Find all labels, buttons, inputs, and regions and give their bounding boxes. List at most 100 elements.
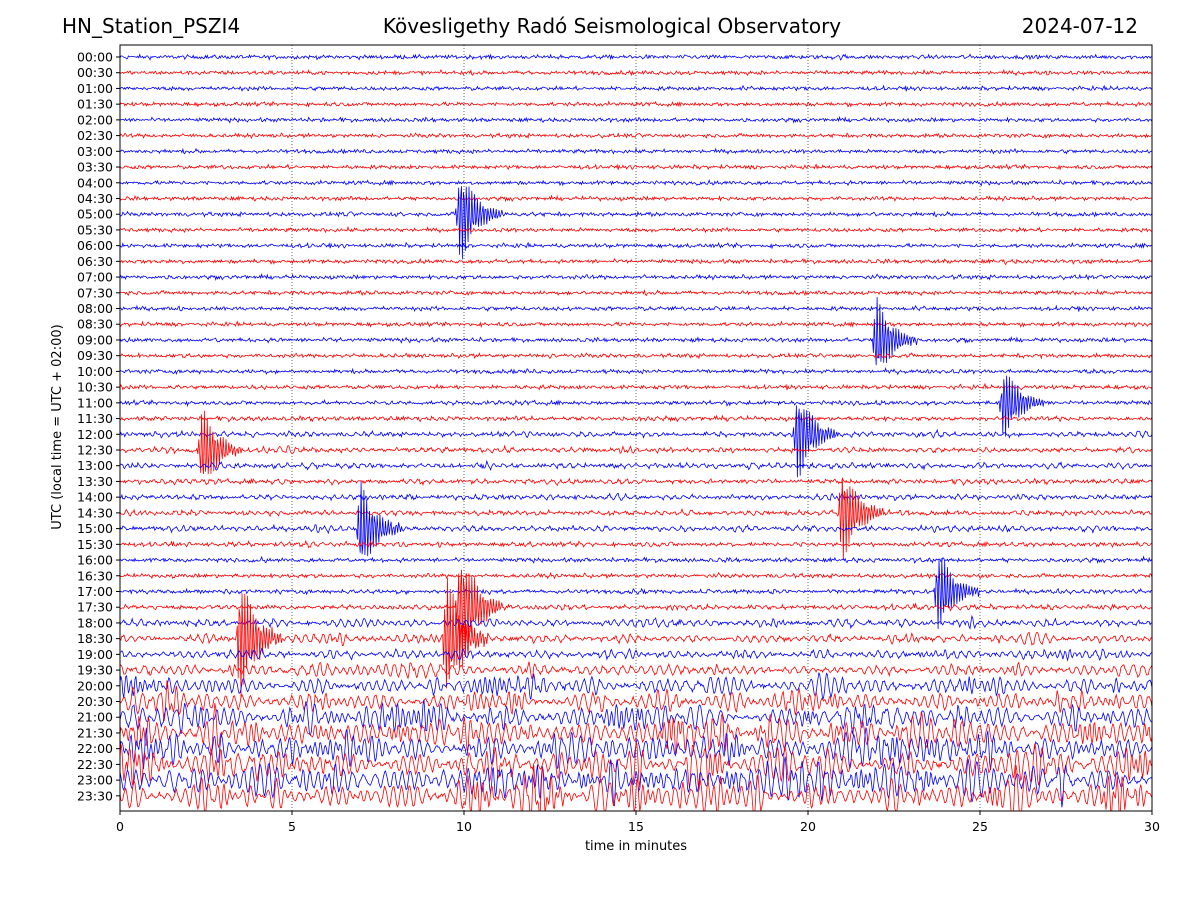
trace-2330 <box>120 764 1152 811</box>
ytick-label-1500: 15:00 <box>77 521 113 536</box>
trace-1630 <box>120 571 1152 580</box>
ytick-label-2100: 21:00 <box>77 710 113 725</box>
trace-0500 <box>120 186 1152 260</box>
trace-1000 <box>120 366 1152 376</box>
trace-0230 <box>120 132 1152 140</box>
ytick-label-0830: 08:30 <box>77 317 113 332</box>
xtick-label-15: 15 <box>628 819 644 834</box>
trace-0830 <box>120 320 1152 329</box>
ytick-label-2030: 20:30 <box>77 694 113 709</box>
xtick-label-30: 30 <box>1144 819 1160 834</box>
trace-0130 <box>120 100 1152 108</box>
ytick-label-1730: 17:30 <box>77 600 113 615</box>
trace-0930 <box>120 351 1152 360</box>
trace-1730 <box>120 569 1152 667</box>
trace-2100 <box>120 699 1152 736</box>
trace-0100 <box>120 84 1152 92</box>
trace-2130 <box>120 703 1152 755</box>
trace-0330 <box>120 163 1152 171</box>
ytick-label-1330: 13:30 <box>77 474 113 489</box>
trace-0530 <box>120 225 1152 234</box>
ytick-label-0430: 04:30 <box>77 191 113 206</box>
ytick-label-2330: 23:30 <box>77 788 113 803</box>
ytick-label-0200: 02:00 <box>77 112 113 127</box>
ytick-label-1700: 17:00 <box>77 584 113 599</box>
ytick-label-1430: 14:30 <box>77 505 113 520</box>
trace-0700 <box>120 272 1152 281</box>
x-axis-label: time in minutes <box>585 839 687 854</box>
ytick-label-1400: 14:00 <box>77 490 113 505</box>
ytick-label-1100: 11:00 <box>77 395 113 410</box>
ytick-label-0630: 06:30 <box>77 254 113 269</box>
ytick-label-0530: 05:30 <box>77 222 113 237</box>
ytick-label-0330: 03:30 <box>77 160 113 175</box>
ytick-label-1630: 16:30 <box>77 568 113 583</box>
ytick-label-0500: 05:00 <box>77 207 113 222</box>
trace-1900 <box>120 647 1152 662</box>
trace-0430 <box>120 194 1152 203</box>
xtick-label-10: 10 <box>456 819 472 834</box>
ytick-label-1530: 15:30 <box>77 537 113 552</box>
trace-1430 <box>120 477 1152 561</box>
ytick-label-0400: 04:00 <box>77 175 113 190</box>
trace-0300 <box>120 147 1152 155</box>
ytick-label-1000: 10:00 <box>77 364 113 379</box>
trace-1130 <box>120 414 1152 423</box>
trace-0800 <box>120 304 1152 313</box>
ytick-label-1800: 18:00 <box>77 615 113 630</box>
trace-0200 <box>120 115 1152 124</box>
xtick-label-5: 5 <box>288 819 296 834</box>
ytick-label-1830: 18:30 <box>77 631 113 646</box>
trace-0730 <box>120 288 1152 297</box>
trace-1800 <box>120 614 1152 630</box>
ytick-label-2000: 20:00 <box>77 678 113 693</box>
ytick-label-1300: 13:00 <box>77 458 113 473</box>
ytick-label-0800: 08:00 <box>77 301 113 316</box>
trace-1600 <box>120 555 1152 564</box>
xtick-label-0: 0 <box>116 819 124 834</box>
trace-0630 <box>120 257 1152 266</box>
trace-0400 <box>120 179 1152 187</box>
ytick-label-2230: 22:30 <box>77 757 113 772</box>
ytick-label-0930: 09:30 <box>77 348 113 363</box>
ytick-label-0130: 01:30 <box>77 97 113 112</box>
trace-0000 <box>120 53 1152 61</box>
station-label: HN_Station_PSZI4 <box>62 14 241 38</box>
trace-1100 <box>120 375 1152 437</box>
ytick-label-1130: 11:30 <box>77 411 113 426</box>
trace-1200 <box>120 405 1152 478</box>
ytick-label-1200: 12:00 <box>77 427 113 442</box>
trace-1300 <box>120 459 1152 471</box>
ytick-label-2200: 22:00 <box>77 741 113 756</box>
ytick-label-0300: 03:00 <box>77 144 113 159</box>
trace-1400 <box>120 491 1152 502</box>
ytick-label-0700: 07:00 <box>77 270 113 285</box>
y-axis-label: UTC (local time = UTC + 02:00) <box>50 324 65 529</box>
ytick-label-1900: 19:00 <box>77 647 113 662</box>
ytick-label-0900: 09:00 <box>77 332 113 347</box>
trace-2300 <box>120 756 1152 808</box>
ytick-label-0000: 00:00 <box>77 50 113 65</box>
ytick-label-2130: 21:30 <box>77 725 113 740</box>
trace-2000 <box>120 672 1152 701</box>
ytick-label-0600: 06:00 <box>77 238 113 253</box>
trace-0030 <box>120 68 1152 77</box>
date-label: 2024-07-12 <box>1021 14 1138 38</box>
ytick-label-1030: 10:30 <box>77 380 113 395</box>
xtick-label-20: 20 <box>800 819 816 834</box>
trace-1230 <box>120 410 1152 475</box>
trace-1030 <box>120 382 1152 391</box>
ytick-label-1600: 16:00 <box>77 553 113 568</box>
trace-1330 <box>120 477 1152 487</box>
trace-2030 <box>120 680 1152 722</box>
trace-2230 <box>120 741 1152 791</box>
ytick-label-2300: 23:00 <box>77 773 113 788</box>
trace-1930 <box>120 661 1152 680</box>
ytick-label-1930: 19:30 <box>77 663 113 678</box>
xtick-label-25: 25 <box>972 819 988 834</box>
trace-1500 <box>120 481 1152 557</box>
trace-1530 <box>120 539 1152 549</box>
ytick-label-0730: 07:30 <box>77 285 113 300</box>
chart-title: Kövesligethy Radó Seismological Observat… <box>382 14 842 38</box>
